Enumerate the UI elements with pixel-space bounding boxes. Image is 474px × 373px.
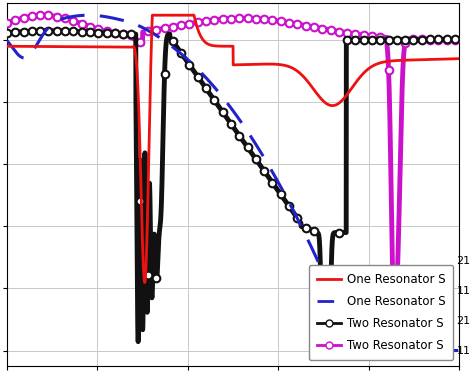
Text: 11: 11 (456, 346, 471, 356)
Text: 11: 11 (456, 286, 471, 296)
Text: 21: 21 (456, 316, 471, 326)
Text: 21: 21 (456, 256, 471, 266)
Legend: One Resonator S, One Resonator S, Two Resonator S, Two Resonator S: One Resonator S, One Resonator S, Two Re… (309, 265, 454, 360)
